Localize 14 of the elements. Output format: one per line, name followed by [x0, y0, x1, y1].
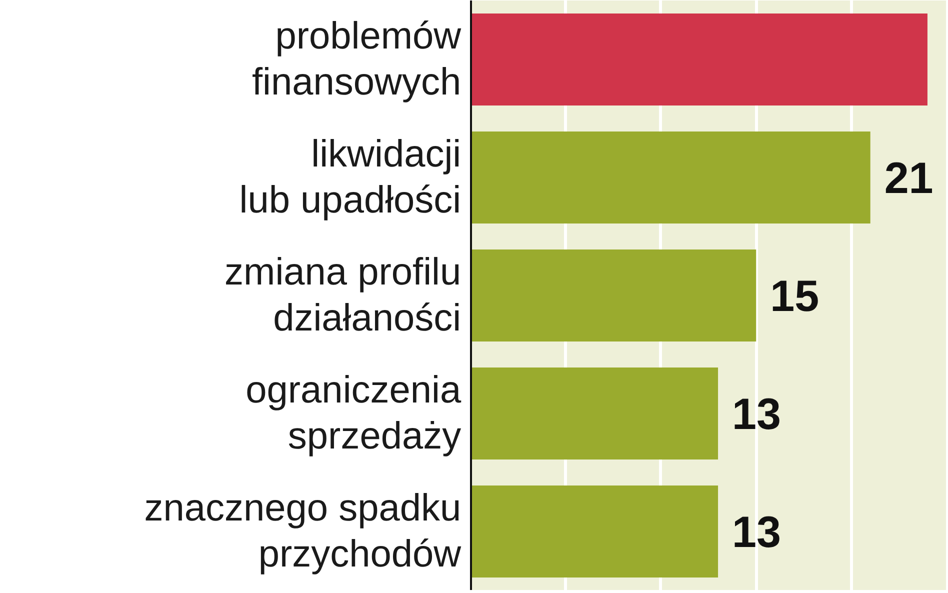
bar	[470, 485, 718, 578]
bar	[470, 367, 718, 460]
bar	[470, 13, 928, 106]
data-label: 15	[770, 272, 820, 321]
bar	[470, 131, 870, 224]
y-tick-label: likwidacji lub upadłości	[239, 133, 462, 222]
data-label: 13	[732, 390, 781, 439]
y-tick-label: znacznego spadku przychodów	[144, 487, 462, 576]
y-tick-label: problemów finansowych	[252, 15, 462, 104]
data-label: 21	[884, 154, 934, 203]
bar	[470, 249, 756, 342]
y-tick-label: zmiana profilu działaności	[224, 251, 462, 340]
y-tick-label: ograniczenia sprzedaży	[246, 369, 462, 458]
data-label: 13	[732, 508, 781, 557]
